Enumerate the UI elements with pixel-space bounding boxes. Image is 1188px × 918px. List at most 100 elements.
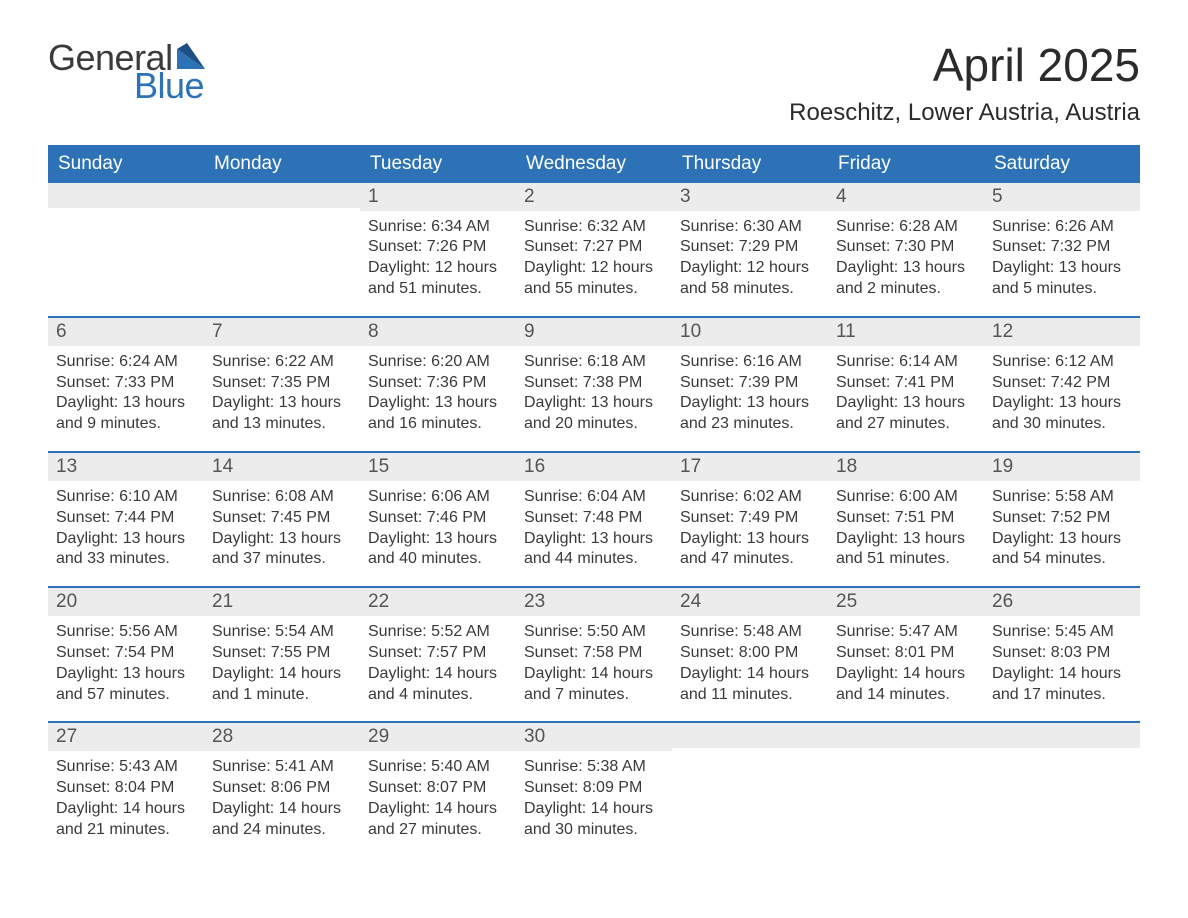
day-sunrise: Sunrise: 6:32 AM bbox=[524, 217, 664, 238]
calendar-cell: 13Sunrise: 6:10 AMSunset: 7:44 PMDayligh… bbox=[48, 453, 204, 570]
day-data: Sunrise: 6:02 AMSunset: 7:49 PMDaylight:… bbox=[672, 481, 828, 570]
day-sunrise: Sunrise: 6:24 AM bbox=[56, 352, 196, 373]
day-sunset: Sunset: 8:01 PM bbox=[836, 643, 976, 664]
day-data: Sunrise: 5:40 AMSunset: 8:07 PMDaylight:… bbox=[360, 751, 516, 840]
day-number: 20 bbox=[48, 588, 204, 616]
calendar-cell: 18Sunrise: 6:00 AMSunset: 7:51 PMDayligh… bbox=[828, 453, 984, 570]
day-sunset: Sunset: 7:33 PM bbox=[56, 373, 196, 394]
day-sunset: Sunset: 8:00 PM bbox=[680, 643, 820, 664]
day-daylight1: Daylight: 14 hours bbox=[524, 664, 664, 685]
day-data: Sunrise: 5:48 AMSunset: 8:00 PMDaylight:… bbox=[672, 616, 828, 705]
day-data: Sunrise: 5:52 AMSunset: 7:57 PMDaylight:… bbox=[360, 616, 516, 705]
dayname-sunday: Sunday bbox=[48, 145, 204, 183]
calendar-cell: 15Sunrise: 6:06 AMSunset: 7:46 PMDayligh… bbox=[360, 453, 516, 570]
day-sunrise: Sunrise: 5:58 AM bbox=[992, 487, 1132, 508]
day-daylight1: Daylight: 14 hours bbox=[992, 664, 1132, 685]
calendar-cell: 27Sunrise: 5:43 AMSunset: 8:04 PMDayligh… bbox=[48, 723, 204, 840]
day-sunrise: Sunrise: 6:16 AM bbox=[680, 352, 820, 373]
calendar-cell bbox=[984, 723, 1140, 840]
day-number: 22 bbox=[360, 588, 516, 616]
day-data: Sunrise: 6:24 AMSunset: 7:33 PMDaylight:… bbox=[48, 346, 204, 435]
day-data: Sunrise: 5:41 AMSunset: 8:06 PMDaylight:… bbox=[204, 751, 360, 840]
calendar-cell: 12Sunrise: 6:12 AMSunset: 7:42 PMDayligh… bbox=[984, 318, 1140, 435]
day-sunrise: Sunrise: 6:18 AM bbox=[524, 352, 664, 373]
day-number: 28 bbox=[204, 723, 360, 751]
day-daylight2: and 30 minutes. bbox=[524, 820, 664, 841]
day-daylight1: Daylight: 13 hours bbox=[56, 529, 196, 550]
day-sunset: Sunset: 7:36 PM bbox=[368, 373, 508, 394]
day-sunset: Sunset: 8:09 PM bbox=[524, 778, 664, 799]
day-sunset: Sunset: 8:03 PM bbox=[992, 643, 1132, 664]
calendar-week: 20Sunrise: 5:56 AMSunset: 7:54 PMDayligh… bbox=[48, 586, 1140, 705]
day-sunset: Sunset: 7:35 PM bbox=[212, 373, 352, 394]
day-data: Sunrise: 5:38 AMSunset: 8:09 PMDaylight:… bbox=[516, 751, 672, 840]
dayname-tuesday: Tuesday bbox=[360, 145, 516, 183]
day-daylight2: and 13 minutes. bbox=[212, 414, 352, 435]
day-daylight2: and 4 minutes. bbox=[368, 685, 508, 706]
day-daylight2: and 44 minutes. bbox=[524, 549, 664, 570]
header: General Blue April 2025 Roeschitz, Lower… bbox=[48, 40, 1140, 127]
calendar-cell: 20Sunrise: 5:56 AMSunset: 7:54 PMDayligh… bbox=[48, 588, 204, 705]
day-number: 29 bbox=[360, 723, 516, 751]
day-data: Sunrise: 6:20 AMSunset: 7:36 PMDaylight:… bbox=[360, 346, 516, 435]
day-daylight2: and 33 minutes. bbox=[56, 549, 196, 570]
day-sunrise: Sunrise: 6:14 AM bbox=[836, 352, 976, 373]
day-data: Sunrise: 6:00 AMSunset: 7:51 PMDaylight:… bbox=[828, 481, 984, 570]
day-daylight2: and 1 minute. bbox=[212, 685, 352, 706]
day-daylight1: Daylight: 14 hours bbox=[212, 664, 352, 685]
day-data: Sunrise: 6:32 AMSunset: 7:27 PMDaylight:… bbox=[516, 211, 672, 300]
day-sunrise: Sunrise: 6:34 AM bbox=[368, 217, 508, 238]
day-number: 12 bbox=[984, 318, 1140, 346]
day-daylight1: Daylight: 13 hours bbox=[836, 529, 976, 550]
day-daylight2: and 27 minutes. bbox=[368, 820, 508, 841]
day-daylight2: and 17 minutes. bbox=[992, 685, 1132, 706]
day-number: 15 bbox=[360, 453, 516, 481]
day-data: Sunrise: 6:22 AMSunset: 7:35 PMDaylight:… bbox=[204, 346, 360, 435]
day-number: 21 bbox=[204, 588, 360, 616]
day-daylight1: Daylight: 13 hours bbox=[992, 258, 1132, 279]
day-daylight1: Daylight: 14 hours bbox=[368, 799, 508, 820]
day-number: 26 bbox=[984, 588, 1140, 616]
calendar-cell: 30Sunrise: 5:38 AMSunset: 8:09 PMDayligh… bbox=[516, 723, 672, 840]
day-sunset: Sunset: 7:27 PM bbox=[524, 237, 664, 258]
day-data: Sunrise: 6:10 AMSunset: 7:44 PMDaylight:… bbox=[48, 481, 204, 570]
dayname-monday: Monday bbox=[204, 145, 360, 183]
day-sunset: Sunset: 7:26 PM bbox=[368, 237, 508, 258]
dayname-friday: Friday bbox=[828, 145, 984, 183]
day-data: Sunrise: 6:12 AMSunset: 7:42 PMDaylight:… bbox=[984, 346, 1140, 435]
day-number bbox=[984, 723, 1140, 748]
day-daylight2: and 20 minutes. bbox=[524, 414, 664, 435]
day-data: Sunrise: 5:45 AMSunset: 8:03 PMDaylight:… bbox=[984, 616, 1140, 705]
calendar-cell: 16Sunrise: 6:04 AMSunset: 7:48 PMDayligh… bbox=[516, 453, 672, 570]
calendar-cell: 25Sunrise: 5:47 AMSunset: 8:01 PMDayligh… bbox=[828, 588, 984, 705]
logo-word-blue: Blue bbox=[134, 68, 204, 104]
day-number: 18 bbox=[828, 453, 984, 481]
day-daylight1: Daylight: 12 hours bbox=[368, 258, 508, 279]
day-daylight2: and 37 minutes. bbox=[212, 549, 352, 570]
day-data: Sunrise: 5:58 AMSunset: 7:52 PMDaylight:… bbox=[984, 481, 1140, 570]
day-sunset: Sunset: 7:44 PM bbox=[56, 508, 196, 529]
day-sunrise: Sunrise: 5:43 AM bbox=[56, 757, 196, 778]
day-number: 14 bbox=[204, 453, 360, 481]
day-daylight1: Daylight: 13 hours bbox=[524, 393, 664, 414]
day-number: 2 bbox=[516, 183, 672, 211]
calendar-cell: 7Sunrise: 6:22 AMSunset: 7:35 PMDaylight… bbox=[204, 318, 360, 435]
day-number bbox=[672, 723, 828, 748]
day-sunset: Sunset: 7:46 PM bbox=[368, 508, 508, 529]
day-sunset: Sunset: 7:49 PM bbox=[680, 508, 820, 529]
day-number: 11 bbox=[828, 318, 984, 346]
day-sunrise: Sunrise: 5:52 AM bbox=[368, 622, 508, 643]
calendar-cell: 19Sunrise: 5:58 AMSunset: 7:52 PMDayligh… bbox=[984, 453, 1140, 570]
dayname-wednesday: Wednesday bbox=[516, 145, 672, 183]
day-data bbox=[48, 208, 204, 296]
day-sunset: Sunset: 7:41 PM bbox=[836, 373, 976, 394]
day-sunrise: Sunrise: 6:30 AM bbox=[680, 217, 820, 238]
day-sunset: Sunset: 7:54 PM bbox=[56, 643, 196, 664]
day-number: 24 bbox=[672, 588, 828, 616]
day-daylight1: Daylight: 14 hours bbox=[56, 799, 196, 820]
day-sunrise: Sunrise: 6:08 AM bbox=[212, 487, 352, 508]
day-data: Sunrise: 5:54 AMSunset: 7:55 PMDaylight:… bbox=[204, 616, 360, 705]
day-daylight1: Daylight: 13 hours bbox=[992, 529, 1132, 550]
day-daylight1: Daylight: 13 hours bbox=[836, 393, 976, 414]
day-daylight1: Daylight: 14 hours bbox=[524, 799, 664, 820]
